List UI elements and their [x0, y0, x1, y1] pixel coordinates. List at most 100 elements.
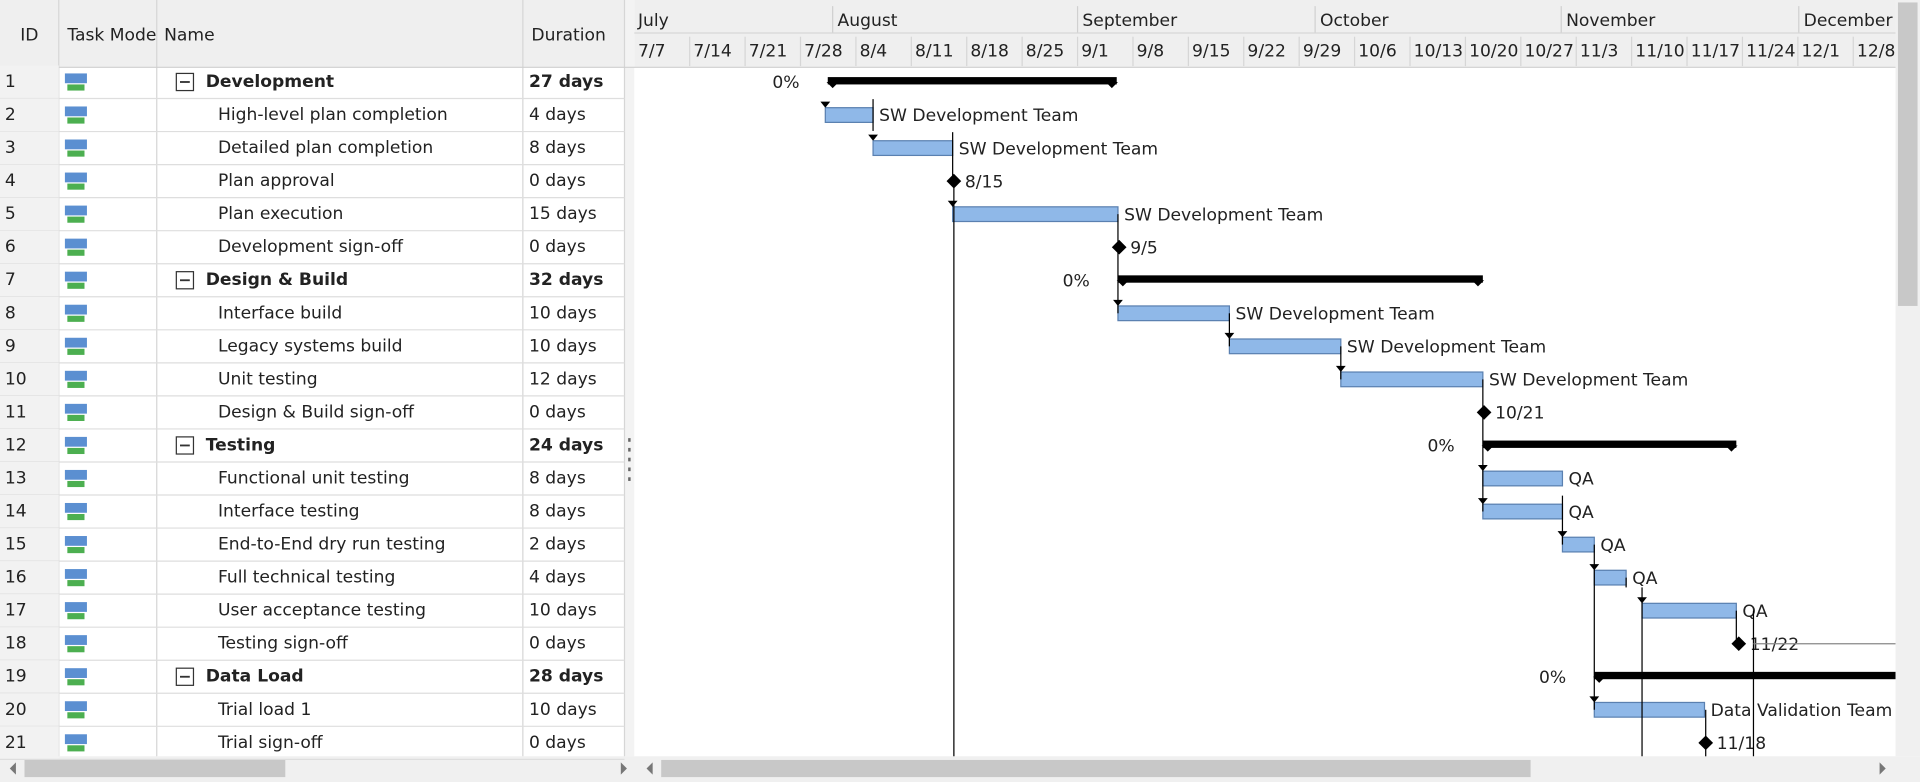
vertical-scroll-thumb[interactable] — [1897, 2, 1918, 306]
resource-label: SW Development Team — [1489, 371, 1688, 391]
week-label: 7/14 — [693, 41, 731, 61]
task-name: Design & Build — [206, 270, 348, 290]
month-label: July — [637, 11, 669, 31]
summary-end — [1471, 280, 1485, 287]
week-label: 9/22 — [1247, 41, 1285, 61]
icon-part — [67, 150, 85, 157]
icon-part — [67, 183, 85, 190]
task-duration: 15 days — [529, 204, 597, 224]
task-id: 9 — [5, 336, 16, 356]
id-cell — [0, 197, 59, 231]
id-cell — [0, 164, 59, 198]
task-duration: 2 days — [529, 535, 586, 555]
id-cell — [0, 561, 59, 595]
table-scroll-thumb[interactable] — [24, 759, 286, 778]
task-duration: 4 days — [529, 105, 586, 125]
id-cell — [0, 65, 59, 99]
task-duration: 4 days — [529, 568, 586, 588]
resource-label: QA — [1569, 503, 1594, 523]
month-label: September — [1082, 11, 1178, 31]
month-label: November — [1566, 11, 1656, 31]
task-duration: 10 days — [529, 700, 597, 720]
resource-label: QA — [1632, 569, 1657, 589]
id-cell — [0, 660, 59, 694]
summary-bar — [1117, 275, 1483, 283]
week-label: 10/20 — [1469, 41, 1518, 61]
scroll-right[interactable] — [1879, 762, 1886, 775]
scroll-left[interactable] — [646, 762, 653, 775]
week-label: 8/4 — [860, 41, 888, 61]
percent-complete: 0% — [1428, 437, 1455, 457]
icon-part — [64, 139, 87, 150]
scroll-left[interactable] — [9, 762, 16, 775]
week-label: 8/18 — [970, 41, 1008, 61]
summary-end — [1116, 280, 1129, 287]
week-label: 7/28 — [804, 41, 842, 61]
task-name: Plan execution — [218, 204, 343, 224]
task-name: Data Load — [206, 667, 304, 687]
week-label: 12/8 — [1857, 41, 1895, 61]
icon-part — [67, 513, 85, 521]
resource-label: Data Validation Team — [1711, 701, 1893, 721]
dependency-arrow — [947, 200, 958, 207]
week-label: 10/6 — [1358, 41, 1396, 61]
task-duration: 0 days — [529, 237, 586, 257]
month-label: December — [1804, 11, 1894, 31]
task-duration: 0 days — [529, 733, 586, 753]
resource-label: SW Development Team — [1347, 338, 1546, 358]
task-id: 11 — [5, 402, 27, 422]
icon-part — [67, 547, 85, 554]
task-id: 19 — [5, 667, 27, 687]
resource-label: SW Development Team — [879, 106, 1078, 126]
icon-part — [64, 271, 87, 282]
task-name: End-to-End dry run testing — [218, 535, 446, 555]
week-label: 11/10 — [1635, 41, 1684, 61]
task-duration: 24 days — [529, 435, 603, 455]
week-label: 11/3 — [1580, 41, 1618, 61]
task-id: 6 — [5, 237, 16, 257]
week-label: 10/27 — [1524, 41, 1573, 61]
task-id: 2 — [5, 105, 16, 125]
task-name: Functional unit testing — [218, 469, 410, 489]
icon-part — [64, 569, 87, 579]
summary-bar — [1482, 440, 1737, 448]
task-id: 3 — [5, 138, 16, 158]
icon-part — [64, 536, 87, 546]
id-cell — [0, 594, 59, 628]
task-mode-icon — [64, 536, 87, 554]
icon-part — [64, 106, 87, 117]
gantt-scroll-thumb[interactable] — [661, 759, 1531, 778]
summary-end — [826, 81, 839, 89]
week-label: 9/8 — [1137, 41, 1165, 61]
task-id: 12 — [5, 435, 27, 455]
icon-part — [67, 414, 85, 421]
milestone-date: 8/15 — [965, 172, 1003, 192]
icon-part — [64, 172, 87, 183]
task-mode-icon — [64, 469, 87, 488]
task-duration: 0 days — [529, 171, 586, 191]
splitter[interactable] — [624, 0, 635, 757]
id-cell — [0, 230, 59, 264]
task-duration: 8 days — [529, 502, 586, 522]
task-bar — [1340, 371, 1484, 388]
milestone — [1111, 239, 1127, 255]
icon-part — [67, 447, 85, 455]
icon-part — [64, 602, 87, 612]
icon-part — [64, 469, 87, 480]
task-bar — [1561, 536, 1595, 553]
task-name: Interface testing — [218, 502, 360, 522]
id-cell — [0, 131, 59, 165]
icon-part — [64, 304, 87, 315]
id-cell — [0, 395, 59, 429]
scroll-right[interactable] — [620, 762, 627, 775]
icon-part — [64, 403, 87, 414]
resource-label: SW Development Team — [1236, 305, 1435, 325]
icon-part — [64, 337, 87, 348]
task-name: Unit testing — [218, 369, 318, 389]
icon-part — [64, 734, 87, 745]
percent-complete: 0% — [1063, 271, 1090, 291]
id-cell — [0, 263, 59, 297]
icon-part — [67, 679, 85, 686]
splitter-grip — [628, 438, 631, 481]
